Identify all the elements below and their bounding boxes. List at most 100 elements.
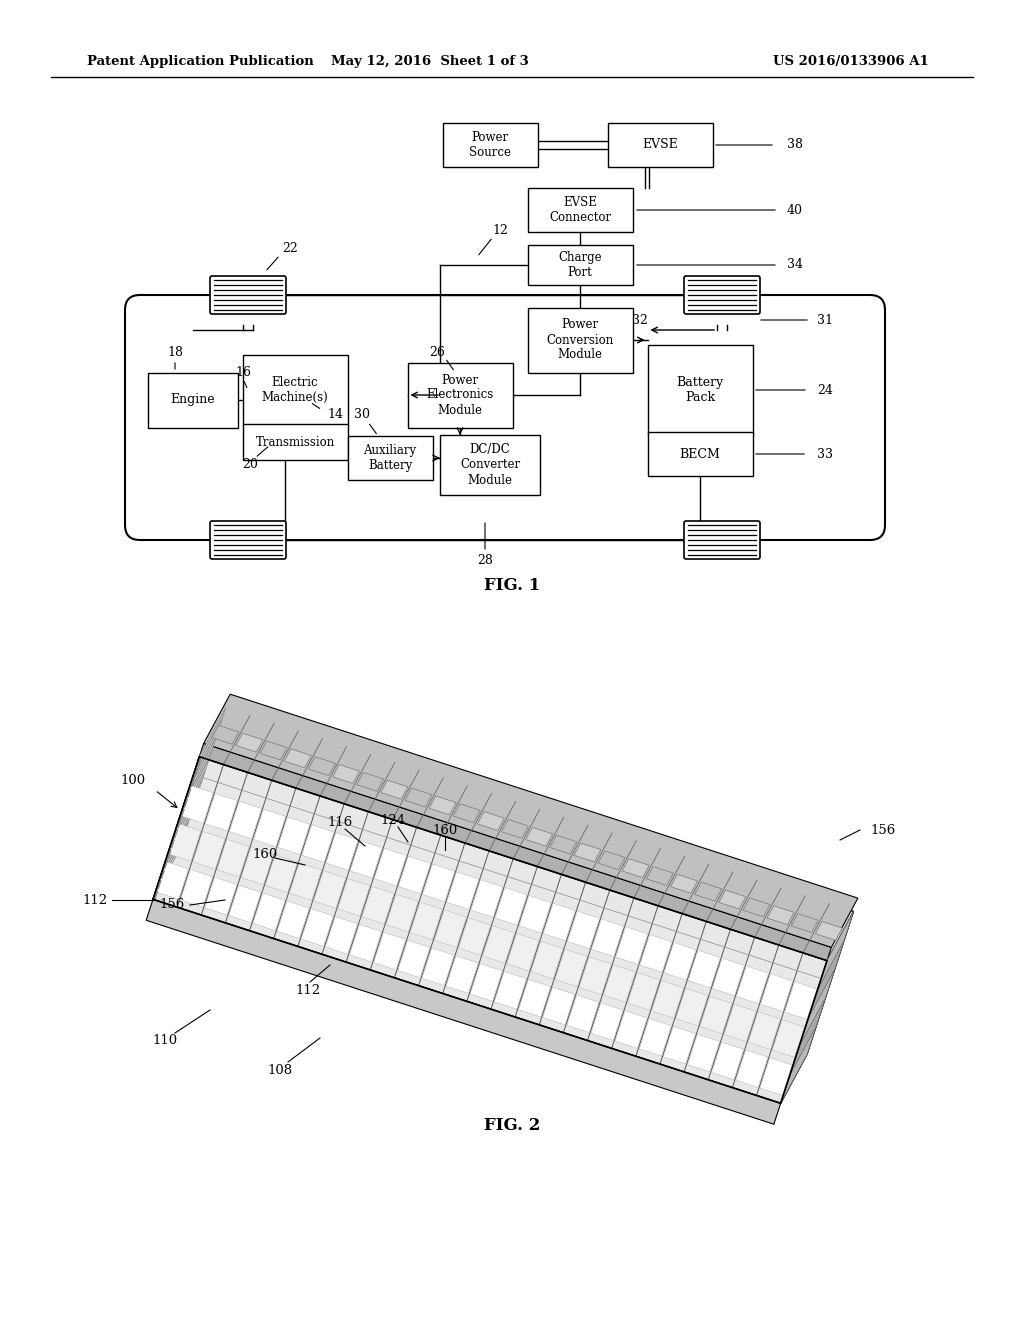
Polygon shape [736,966,769,1003]
Text: 33: 33 [817,447,833,461]
Polygon shape [664,1027,695,1064]
Polygon shape [713,958,744,995]
Polygon shape [389,977,403,990]
Polygon shape [477,1006,490,1019]
Polygon shape [211,932,223,942]
Polygon shape [193,832,225,869]
FancyBboxPatch shape [607,123,713,168]
Polygon shape [688,950,720,987]
Polygon shape [161,915,173,927]
Polygon shape [690,1074,705,1088]
Polygon shape [525,828,553,846]
Polygon shape [164,904,177,916]
Polygon shape [784,982,817,1019]
Text: BECM: BECM [680,447,721,461]
Polygon shape [311,964,324,975]
Polygon shape [453,998,466,1011]
FancyBboxPatch shape [125,294,885,540]
FancyBboxPatch shape [527,246,633,285]
Polygon shape [515,1018,528,1031]
Polygon shape [724,1005,756,1041]
Polygon shape [236,940,249,950]
Polygon shape [646,866,674,886]
Polygon shape [600,1057,612,1069]
Text: 32: 32 [632,314,648,326]
Polygon shape [737,1102,751,1114]
Polygon shape [200,743,831,961]
Polygon shape [664,942,696,979]
Polygon shape [386,989,399,999]
Polygon shape [181,785,213,824]
Polygon shape [217,840,249,876]
Text: 31: 31 [817,314,833,326]
Polygon shape [260,741,287,760]
Polygon shape [313,871,346,908]
FancyBboxPatch shape [210,521,286,558]
Polygon shape [687,1086,700,1097]
Polygon shape [242,847,273,884]
Polygon shape [450,1008,462,1020]
Text: 14: 14 [327,408,343,421]
Polygon shape [713,1094,726,1106]
Polygon shape [289,945,303,957]
FancyBboxPatch shape [408,363,512,428]
Polygon shape [160,870,165,879]
Polygon shape [324,968,337,979]
Polygon shape [273,952,287,962]
Polygon shape [398,993,412,1003]
Text: 30: 30 [354,408,370,421]
Text: 108: 108 [267,1064,293,1077]
Polygon shape [193,768,198,776]
Polygon shape [603,965,636,1002]
Polygon shape [424,1001,437,1012]
Polygon shape [412,997,425,1007]
Text: Battery
Pack: Battery Pack [677,376,724,404]
Polygon shape [147,911,161,923]
Polygon shape [439,994,454,1006]
Polygon shape [361,886,394,924]
Text: 110: 110 [153,1034,177,1047]
Text: 24: 24 [817,384,833,396]
FancyBboxPatch shape [243,355,347,425]
Polygon shape [351,965,366,978]
Polygon shape [477,812,505,830]
Text: 12: 12 [493,223,508,236]
Polygon shape [228,886,261,923]
Polygon shape [462,1012,475,1024]
Polygon shape [336,973,349,983]
Polygon shape [326,916,357,954]
Polygon shape [180,809,184,817]
Text: FIG. 1: FIG. 1 [484,577,540,594]
Text: Auxiliary
Battery: Auxiliary Battery [364,444,417,473]
FancyBboxPatch shape [347,436,432,480]
Text: 124: 124 [381,813,406,826]
Polygon shape [276,940,290,953]
Polygon shape [653,1063,667,1076]
Polygon shape [640,1059,654,1072]
FancyBboxPatch shape [243,424,347,459]
Polygon shape [176,818,181,828]
Polygon shape [415,985,428,998]
Polygon shape [446,956,478,994]
Polygon shape [166,799,196,858]
FancyBboxPatch shape [647,345,753,436]
Polygon shape [157,880,161,888]
Polygon shape [173,779,203,838]
Polygon shape [301,908,334,946]
Text: FIG. 2: FIG. 2 [483,1117,541,1134]
Polygon shape [146,899,780,1125]
Polygon shape [603,1047,616,1060]
Polygon shape [214,920,227,933]
Text: Engine: Engine [171,393,215,407]
Polygon shape [286,956,299,968]
Polygon shape [401,981,416,994]
Polygon shape [157,862,188,899]
Polygon shape [760,1057,793,1096]
Polygon shape [763,1111,776,1122]
Polygon shape [265,855,297,892]
Polygon shape [333,764,359,784]
Polygon shape [495,887,527,925]
Polygon shape [623,859,649,878]
Polygon shape [700,1090,714,1102]
Polygon shape [223,936,237,946]
